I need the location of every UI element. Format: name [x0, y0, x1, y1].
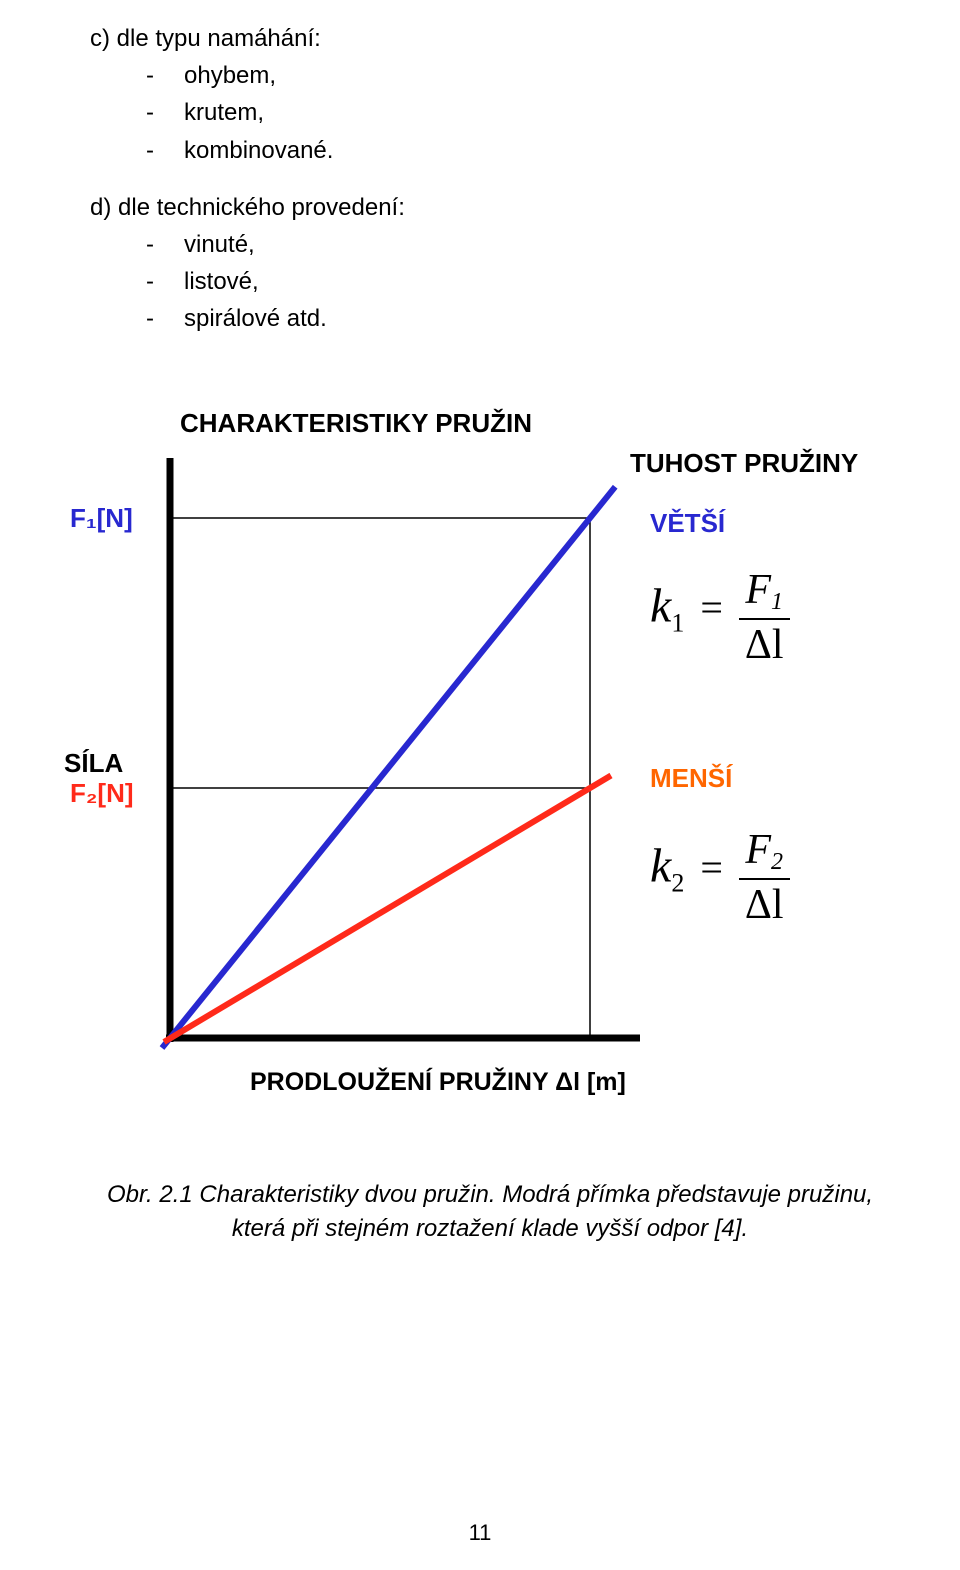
f1-axis-label: F₁[N]	[70, 503, 133, 534]
formula-k1-den: Δl	[745, 622, 784, 668]
formula-k2-num-sub: 2	[771, 849, 783, 875]
formula-k1: k1 = F1 Δl	[650, 568, 790, 667]
larger-label: VĚTŠÍ	[650, 508, 725, 539]
chart-right-heading: TUHOST PRUŽINY	[630, 448, 858, 479]
list-item: vinuté,	[90, 226, 890, 263]
list-item: kombinované.	[90, 132, 890, 169]
list-item: ohybem,	[90, 57, 890, 94]
section-c-heading: c) dle typu namáhání:	[90, 20, 890, 57]
formula-k2: k2 = F2 Δl	[650, 828, 790, 927]
equals-sign: =	[688, 585, 735, 630]
equals-sign: =	[688, 845, 735, 890]
formula-k1-num-sub: 1	[771, 589, 783, 615]
smaller-label: MENŠÍ	[650, 763, 732, 794]
formula-k2-sub: 2	[671, 868, 684, 897]
formula-k2-den: Δl	[745, 882, 784, 928]
section-c: c) dle typu namáhání: ohybem, krutem, ko…	[90, 20, 890, 169]
page-number: 11	[0, 1520, 960, 1546]
chart-title: CHARAKTERISTIKY PRUŽIN	[180, 408, 532, 439]
f2-axis-label: F₂[N]	[70, 778, 134, 809]
section-d-heading: d) dle technického provedení:	[90, 189, 890, 226]
section-d: d) dle technického provedení: vinuté, li…	[90, 189, 890, 338]
list-item: spirálové atd.	[90, 300, 890, 337]
formula-k1-fraction: F1 Δl	[739, 568, 790, 667]
chart-svg	[50, 398, 890, 1118]
list-item: listové,	[90, 263, 890, 300]
figure-caption: Obr. 2.1 Charakteristiky dvou pružin. Mo…	[90, 1178, 890, 1248]
spring-characteristics-chart: CHARAKTERISTIKY PRUŽIN TUHOST PRUŽINY F₁…	[50, 398, 890, 1118]
section-c-list: ohybem, krutem, kombinované.	[90, 57, 890, 169]
section-d-list: vinuté, listové, spirálové atd.	[90, 226, 890, 338]
formula-k1-num-F: F	[745, 567, 771, 613]
formula-k2-num-F: F	[745, 827, 771, 873]
list-item: krutem,	[90, 94, 890, 131]
x-axis-label: PRODLOUŽENÍ PRUŽINY Δl [m]	[250, 1068, 626, 1097]
formula-k2-k: k	[650, 839, 671, 892]
formula-k2-fraction: F2 Δl	[739, 828, 790, 927]
formula-k1-k: k	[650, 579, 671, 632]
formula-k1-sub: 1	[671, 608, 684, 637]
y-axis-side-label: SÍLA	[64, 748, 123, 779]
